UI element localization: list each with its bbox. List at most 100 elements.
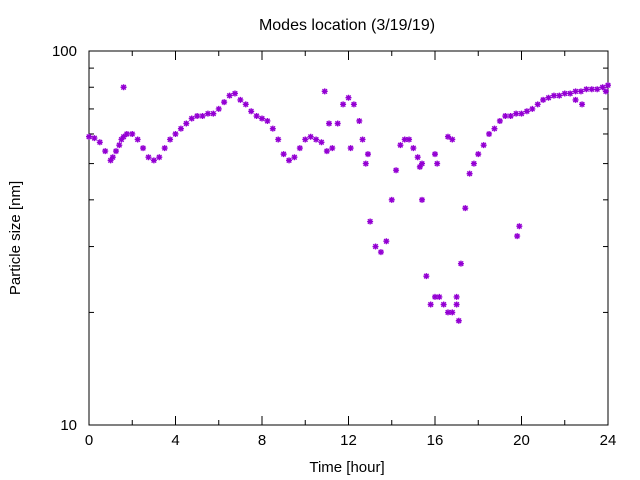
data-point bbox=[432, 293, 438, 300]
data-point bbox=[534, 101, 541, 108]
data-point bbox=[177, 125, 184, 132]
data-point bbox=[393, 167, 400, 174]
data-point bbox=[453, 293, 460, 300]
data-point bbox=[347, 145, 354, 152]
data-point bbox=[226, 92, 233, 99]
data-point bbox=[259, 115, 265, 122]
x-tick-label: 12 bbox=[340, 432, 357, 449]
data-point bbox=[140, 145, 147, 152]
data-point bbox=[334, 120, 341, 127]
data-point bbox=[455, 317, 462, 324]
data-point bbox=[194, 113, 201, 120]
data-point bbox=[242, 101, 249, 108]
data-point bbox=[377, 249, 384, 256]
data-point bbox=[86, 133, 92, 140]
data-point bbox=[291, 154, 298, 161]
data-point bbox=[594, 86, 601, 93]
data-point bbox=[602, 88, 609, 95]
data-point bbox=[313, 136, 320, 143]
data-point bbox=[199, 113, 206, 120]
y-axis-label: Particle size [nm] bbox=[7, 181, 24, 295]
y-tick-label: 100 bbox=[52, 43, 77, 60]
data-point bbox=[572, 88, 579, 95]
data-point bbox=[172, 130, 179, 137]
data-point bbox=[321, 88, 328, 95]
data-point bbox=[491, 125, 498, 132]
chart-title: Modes location (3/19/19) bbox=[259, 17, 435, 34]
data-point bbox=[116, 142, 123, 149]
data-points bbox=[86, 82, 611, 324]
data-point bbox=[423, 273, 430, 280]
data-point bbox=[183, 120, 190, 127]
data-point bbox=[96, 139, 103, 146]
data-point bbox=[275, 136, 282, 143]
data-point bbox=[540, 96, 547, 103]
data-point bbox=[248, 108, 255, 115]
data-point bbox=[516, 223, 523, 230]
data-point bbox=[307, 133, 314, 140]
data-point bbox=[436, 293, 443, 300]
data-point bbox=[329, 145, 336, 152]
data-point bbox=[462, 205, 469, 212]
data-point bbox=[449, 136, 456, 143]
data-point bbox=[113, 148, 120, 155]
data-point bbox=[496, 117, 503, 124]
data-point bbox=[123, 130, 130, 137]
data-point bbox=[588, 86, 595, 93]
data-point bbox=[204, 110, 211, 117]
data-point bbox=[231, 90, 238, 97]
data-point bbox=[444, 309, 451, 316]
data-point bbox=[416, 163, 423, 170]
data-point bbox=[145, 154, 152, 161]
data-point bbox=[419, 196, 426, 203]
data-point bbox=[120, 133, 127, 140]
data-point bbox=[302, 136, 309, 143]
data-point bbox=[318, 139, 325, 146]
data-point bbox=[486, 130, 493, 137]
data-point bbox=[280, 151, 287, 158]
data-point bbox=[507, 113, 514, 120]
data-point bbox=[102, 148, 109, 155]
data-point bbox=[120, 84, 127, 91]
data-point bbox=[372, 243, 379, 250]
data-point bbox=[397, 142, 404, 149]
x-tick-label: 0 bbox=[85, 432, 93, 449]
data-point bbox=[364, 151, 371, 158]
data-point bbox=[567, 90, 574, 97]
data-point bbox=[518, 110, 525, 117]
data-point bbox=[453, 301, 460, 308]
data-point bbox=[161, 145, 168, 152]
data-point bbox=[449, 309, 456, 316]
data-point bbox=[414, 154, 421, 161]
data-point bbox=[577, 88, 584, 95]
data-point bbox=[350, 101, 357, 108]
data-point bbox=[134, 136, 141, 143]
data-point bbox=[107, 157, 114, 164]
data-point bbox=[475, 151, 482, 158]
data-point bbox=[440, 301, 447, 308]
data-point bbox=[326, 120, 333, 127]
data-point bbox=[367, 218, 374, 225]
x-tick-label: 24 bbox=[600, 432, 617, 449]
data-point bbox=[221, 99, 228, 106]
data-point bbox=[605, 82, 611, 89]
y-tick-label: 10 bbox=[60, 417, 77, 434]
data-point bbox=[502, 113, 509, 120]
data-point bbox=[432, 151, 438, 158]
data-point bbox=[91, 135, 98, 142]
data-point bbox=[156, 154, 163, 161]
data-point bbox=[356, 117, 363, 124]
data-point bbox=[427, 301, 434, 308]
data-point bbox=[269, 125, 276, 132]
data-point bbox=[215, 105, 222, 112]
data-point bbox=[410, 145, 417, 152]
data-point bbox=[340, 101, 347, 108]
data-point bbox=[470, 160, 477, 167]
data-point bbox=[118, 136, 125, 143]
data-point bbox=[529, 105, 536, 112]
data-point bbox=[419, 160, 426, 167]
data-point bbox=[480, 142, 487, 149]
data-point bbox=[167, 136, 174, 143]
data-point bbox=[457, 260, 464, 267]
